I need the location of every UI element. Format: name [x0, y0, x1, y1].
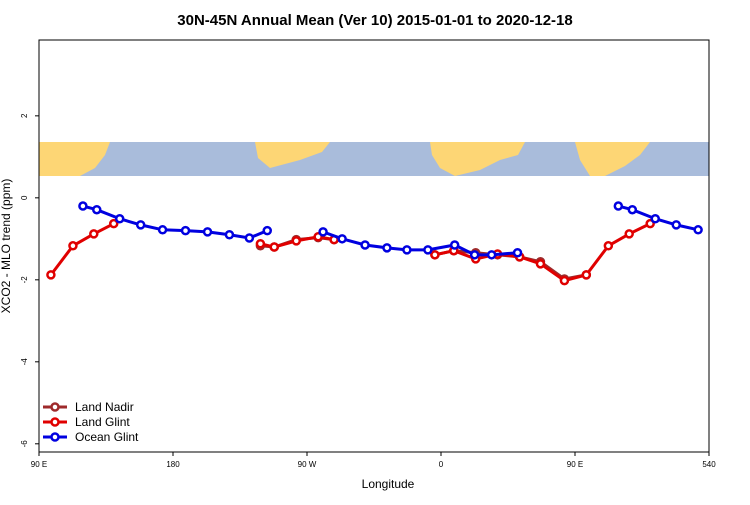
data-point — [603, 241, 614, 251]
x-tick-label: 90 E — [567, 460, 583, 469]
data-point — [469, 250, 480, 260]
data-point — [244, 233, 255, 243]
data-point — [291, 236, 302, 246]
data-point — [624, 229, 634, 239]
data-point — [693, 225, 703, 235]
data-point — [224, 229, 235, 240]
data-point — [262, 225, 272, 236]
data-point — [423, 245, 433, 255]
data-point — [360, 240, 370, 250]
data-point — [68, 241, 78, 251]
data-point — [157, 225, 168, 235]
data-point — [269, 242, 279, 252]
legend-marker — [50, 417, 60, 427]
x-tick-label: 0 — [439, 460, 444, 469]
data-point — [202, 227, 213, 237]
data-point — [114, 213, 125, 224]
data-point — [627, 204, 638, 215]
plot-frame — [38, 39, 710, 453]
legend-label: Land Nadir — [75, 400, 134, 414]
y-tick-label: 0 — [20, 195, 29, 200]
data-point — [382, 243, 392, 253]
data-point — [671, 220, 681, 230]
data-point — [135, 220, 146, 230]
data-point — [318, 227, 328, 237]
data-point — [613, 201, 624, 211]
data-point — [449, 240, 460, 250]
data-point — [430, 250, 440, 260]
x-tick-label: 90 W — [298, 460, 317, 469]
data-point — [581, 270, 592, 280]
y-tick-label: -2 — [20, 276, 29, 284]
legend-label: Ocean Glint — [75, 430, 139, 444]
data-point — [89, 229, 99, 239]
data-point — [180, 225, 191, 236]
chart-title: 30N-45N Annual Mean (Ver 10) 2015-01-01 … — [177, 12, 572, 29]
series-line — [49, 222, 651, 283]
data-point — [486, 250, 497, 260]
legend-marker — [50, 432, 60, 442]
data-point — [46, 270, 56, 280]
data-point — [559, 275, 570, 286]
y-axis-label: XCO2 - MLO trend (ppm) — [0, 179, 13, 314]
legend-label: Land Glint — [75, 415, 130, 429]
legend-marker — [50, 402, 60, 412]
y-tick-label: 2 — [20, 113, 29, 118]
map-band — [39, 142, 709, 176]
data-point — [337, 234, 347, 244]
x-tick-label: 540 — [702, 460, 716, 469]
x-axis-label: Longitude — [362, 477, 415, 491]
x-tick-label: 180 — [166, 460, 180, 469]
data-point — [402, 245, 412, 255]
data-point — [650, 213, 661, 224]
data-point — [108, 218, 119, 229]
data-point — [512, 248, 523, 258]
data-point — [255, 238, 266, 249]
y-tick-label: -6 — [20, 440, 29, 448]
data-point — [535, 259, 546, 269]
data-point — [78, 201, 88, 211]
y-tick-label: -4 — [20, 358, 29, 366]
x-tick-label: 90 E — [31, 460, 47, 469]
data-point — [92, 204, 102, 215]
